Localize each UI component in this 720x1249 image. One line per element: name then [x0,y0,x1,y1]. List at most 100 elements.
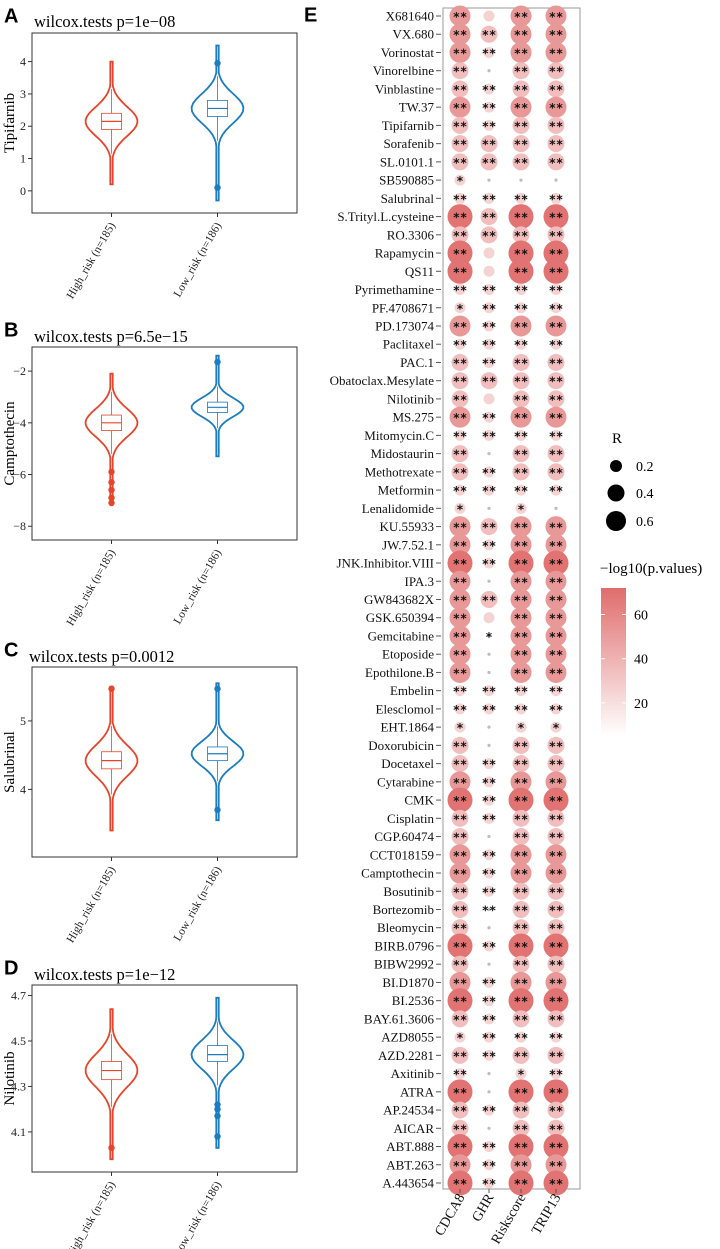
y-axis-label: Tipifarnib [2,93,18,153]
significance-mark: ** [549,338,563,352]
outlier-point [214,1101,221,1108]
panel-title: wilcox.tests p=6.5e−15 [34,327,188,346]
significance-mark: ** [482,356,496,370]
dot-trip13 [545,607,567,629]
row-label: GSK.650394 [366,610,435,625]
significance-mark: ** [549,867,563,881]
row-label: SL.0101.1 [380,154,434,169]
significance-mark: ** [453,28,467,42]
row-label: AZD.2281 [378,1048,434,1063]
y-axis-label: Nilotinib [2,1051,18,1105]
dot-trip13 [547,390,565,408]
significance-mark: ** [514,1086,528,1100]
y-tick-label: 4.5 [11,1034,26,1048]
significance-mark: * [456,502,463,516]
row-label: CCT018159 [370,847,434,862]
significance-mark: ** [549,1031,563,1045]
significance-mark: ** [453,739,467,753]
dot-riskscore [512,1119,530,1137]
significance-mark: ** [453,156,467,170]
dot-ghr [487,178,491,182]
significance-mark: ** [482,776,496,790]
significance-mark: ** [482,101,496,115]
dot-ghr [483,1141,495,1153]
dot-cdca8 [447,988,473,1014]
significance-mark: ** [514,10,528,24]
dot-riskscore [512,1010,530,1028]
significance-mark: ** [514,411,528,425]
significance-mark: ** [549,976,563,990]
dot-ghr [483,940,495,952]
dot-ghr [483,995,495,1007]
significance-mark: ** [549,1177,563,1191]
significance-mark: ** [482,940,496,954]
dot-riskscore [508,988,534,1014]
significance-mark: ** [453,758,467,772]
dot-riskscore [512,116,530,134]
dot-cdca8 [451,116,469,134]
column-label: CDCA8 [433,1192,469,1239]
dot-riskscore [512,919,530,937]
row-label: Doxorubicin [368,738,434,753]
significance-mark: * [517,1068,524,1082]
dot-ghr [483,885,495,897]
dot-trip13 [550,703,562,715]
significance-mark: ** [453,885,467,899]
significance-mark: ** [549,776,563,790]
dot-trip13 [547,1010,565,1028]
row-label: Tipifarnib [382,118,434,133]
dot-cdca8 [447,787,473,813]
significance-mark: ** [482,484,496,498]
significance-mark: ** [549,958,563,972]
significance-mark: * [456,302,463,316]
y-tick-label: −6 [13,468,26,482]
violin-1 [190,44,245,202]
row-label: Salubrinal [381,191,435,206]
dot-cdca8 [451,1101,469,1119]
significance-mark: ** [549,557,563,571]
significance-mark: ** [549,849,563,863]
dot-riskscore [510,862,532,884]
significance-mark: ** [549,703,563,717]
significance-mark: ** [549,138,563,152]
significance-mark: ** [549,229,563,243]
dot-ghr [480,208,498,226]
dot-cdca8 [451,1010,469,1028]
dot-riskscore [508,787,534,813]
row-label: Midostaurin [370,446,434,461]
dot-cdca8 [449,23,471,45]
row-label: Paclitaxel [383,337,435,352]
significance-mark: ** [482,758,496,772]
dot-trip13 [545,625,567,647]
dot-ghr [483,284,495,296]
significance-mark: ** [549,739,563,753]
dot-ghr [480,226,498,244]
dot-ghr [487,452,491,456]
dot-cdca8 [451,62,469,80]
significance-mark: ** [453,466,467,480]
significance-mark: ** [549,1086,563,1100]
significance-mark: ** [514,758,528,772]
size-legend-title: R [612,431,622,447]
dot-cdca8 [451,445,469,463]
row-label: JNK.Inhibitor.VIII [337,556,435,571]
row-label: SB590885 [379,173,434,188]
significance-mark: ** [514,28,528,42]
dot-riskscore [512,463,530,481]
y-tick-label: 5 [20,714,26,728]
significance-mark: ** [482,1031,496,1045]
dot-cdca8 [449,607,471,629]
dot-ghr [483,356,495,368]
dot-riskscore [515,284,527,296]
significance-mark: ** [482,83,496,97]
significance-mark: ** [549,247,563,261]
dot-riskscore [508,933,534,959]
row-label: PAC.1 [400,355,434,370]
significance-mark: ** [514,466,528,480]
dot-ghr [483,302,495,314]
dot-ghr [487,834,491,839]
dot-trip13 [550,685,562,697]
dot-cdca8 [454,1031,466,1043]
violin-1 [190,996,245,1149]
significance-mark: ** [482,867,496,881]
